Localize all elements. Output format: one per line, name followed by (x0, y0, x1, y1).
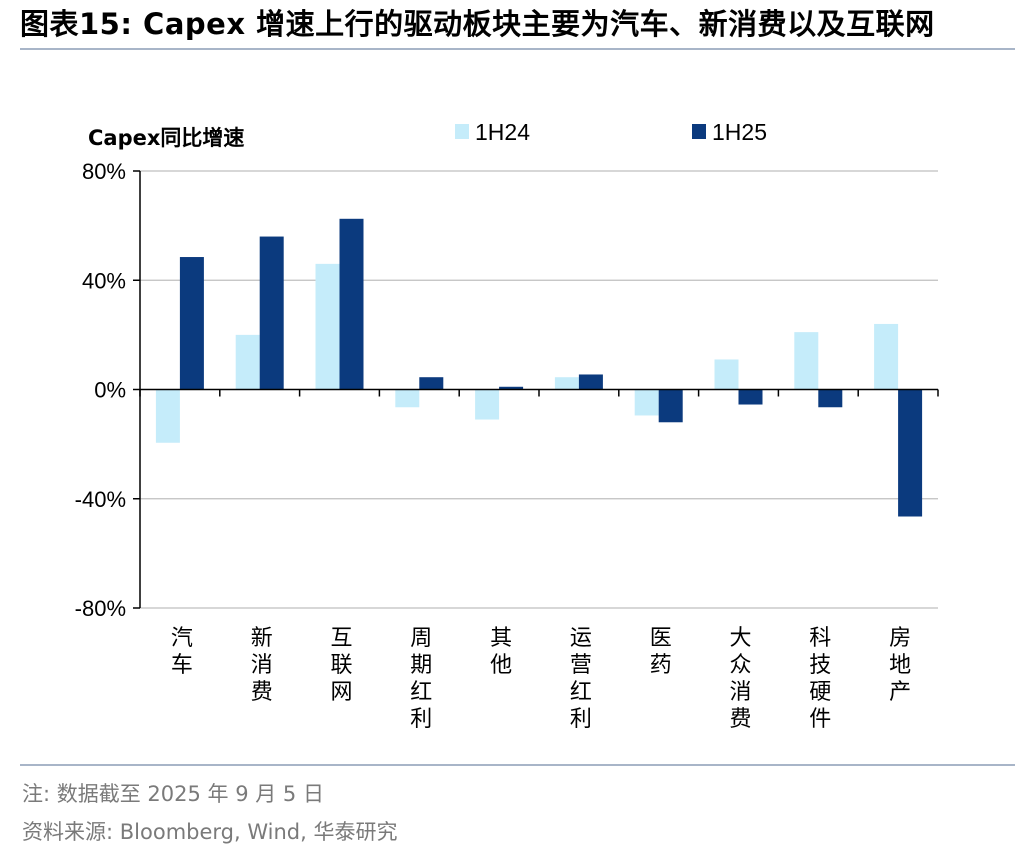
category-label: 汽车 (171, 626, 193, 678)
bar-1h25-9 (818, 389, 843, 408)
legend-swatch-1h25 (692, 124, 706, 139)
category-label: 运营红利 (570, 626, 592, 732)
bar-1h24-10 (874, 323, 899, 390)
title-divider (20, 48, 1015, 50)
bar-1h24-1 (155, 389, 180, 443)
bar-1h25-2 (259, 236, 284, 390)
legend-swatch-1h24 (455, 124, 469, 139)
footer-divider (20, 764, 1015, 766)
y-axis-label: Capex同比增速 (88, 126, 244, 150)
category-label: 其他 (490, 626, 512, 678)
x-axis (139, 388, 939, 397)
bar-1h24-9 (794, 332, 819, 390)
legend: 1H24 1H25 (455, 119, 767, 145)
source-note: 资料来源: Bloomberg, Wind, 华泰研究 (22, 820, 398, 844)
legend-label-1h24: 1H24 (475, 119, 530, 145)
category-label: 新消费 (251, 626, 273, 705)
bar-1h25-6 (578, 374, 603, 390)
bar-1h24-7 (634, 389, 659, 416)
bar-1h24-2 (235, 334, 260, 390)
bar-1h24-6 (554, 377, 579, 390)
figure-title: 图表15: Capex 增速上行的驱动板块主要为汽车、新消费以及互联网 (20, 7, 935, 41)
category-label: 科技硬件 (809, 626, 831, 732)
date-note: 注: 数据截至 2025 年 9 月 5 日 (22, 782, 324, 806)
bar-1h25-1 (179, 257, 204, 390)
y-tick-label: -40% (75, 487, 126, 512)
bar-1h25-7 (658, 389, 683, 423)
legend-label-1h25: 1H25 (712, 119, 767, 145)
bar-1h25-4 (419, 377, 444, 390)
y-tick-label: 0% (94, 378, 126, 403)
bar-1h25-8 (738, 389, 763, 405)
bar-1h24-5 (475, 389, 500, 420)
category-label: 周期红利 (410, 626, 432, 732)
y-axis: 80% 40% 0% -40% -80% (75, 159, 141, 621)
bar-chart: Capex同比增速 1H24 1H25 80% 40% 0% -40% -80% 汽车 新消… (75, 119, 939, 732)
bar-1h24-3 (315, 263, 340, 390)
y-tick-label: 40% (82, 268, 126, 293)
bars (155, 218, 923, 517)
category-label: 医药 (650, 626, 672, 678)
bar-1h25-10 (898, 389, 923, 517)
category-labels: 汽车 新消费 互联网 周期红利 其他 运营红利 医药 大众消费 科技硬件 房地产 (171, 626, 911, 732)
y-tick-label: 80% (82, 159, 126, 184)
category-label: 大众消费 (729, 626, 751, 732)
bar-1h24-4 (395, 389, 420, 408)
category-label: 房地产 (889, 626, 911, 705)
y-tick-label: -80% (75, 596, 126, 621)
bar-1h25-5 (499, 386, 524, 390)
bar-1h24-8 (714, 359, 739, 390)
bar-1h25-3 (339, 218, 364, 390)
category-label: 互联网 (330, 626, 352, 705)
